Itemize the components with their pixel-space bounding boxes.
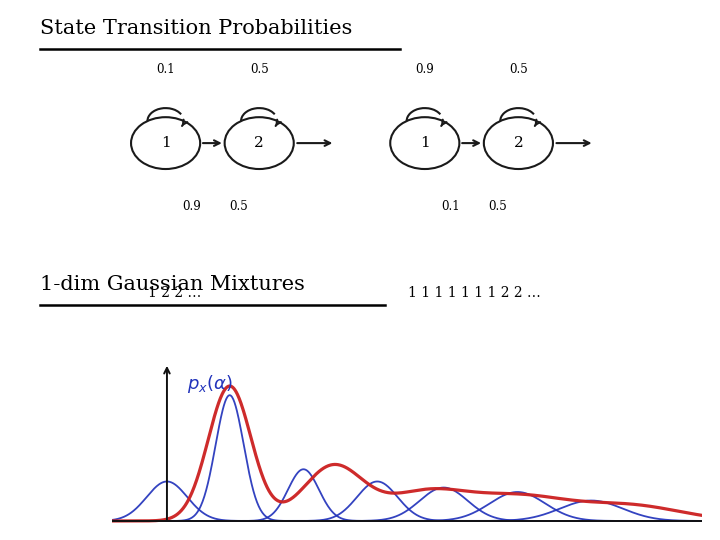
Text: 1: 1	[420, 136, 430, 150]
Text: $p_x(\alpha)$: $p_x(\alpha)$	[187, 373, 233, 395]
Text: 0.9: 0.9	[182, 200, 201, 213]
Text: 2: 2	[513, 136, 523, 150]
Text: 0.5: 0.5	[250, 63, 269, 76]
Circle shape	[484, 117, 553, 169]
Text: 0.5: 0.5	[509, 63, 528, 76]
Text: 1 2 2 …: 1 2 2 …	[148, 286, 202, 300]
Text: 0.9: 0.9	[415, 63, 434, 76]
Text: 1: 1	[161, 136, 171, 150]
Text: 0.1: 0.1	[441, 200, 460, 213]
Circle shape	[390, 117, 459, 169]
Text: 0.1: 0.1	[156, 63, 175, 76]
Text: 1 1 1 1 1 1 1 2 2 …: 1 1 1 1 1 1 1 2 2 …	[408, 286, 540, 300]
Text: 2: 2	[254, 136, 264, 150]
Text: 0.5: 0.5	[488, 200, 507, 213]
Text: State Transition Probabilities: State Transition Probabilities	[40, 19, 352, 38]
Circle shape	[131, 117, 200, 169]
Text: 0.5: 0.5	[229, 200, 248, 213]
Text: 1-dim Gaussian Mixtures: 1-dim Gaussian Mixtures	[40, 275, 305, 294]
Circle shape	[225, 117, 294, 169]
